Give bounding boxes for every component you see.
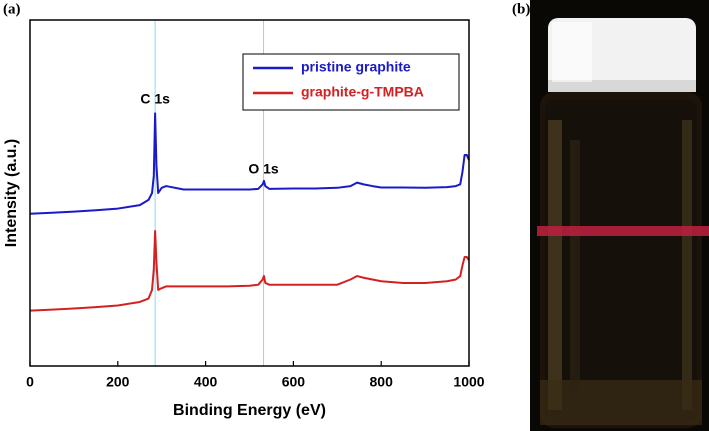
photo [530, 0, 709, 431]
plot-frame [29, 19, 470, 367]
plot: C 1s O 1s 0 200 400 600 800 1000 Binding Energy … [3, 19, 485, 419]
x-tick-label: 200 [106, 374, 130, 390]
series-line [29, 230, 470, 312]
x-tick-label: 400 [194, 374, 218, 390]
x-tick-label: 600 [282, 374, 306, 390]
annotation: C 1s [140, 91, 170, 107]
legend-label: graphite-g-TMPBA [301, 84, 424, 100]
panel-label: (a) [3, 1, 21, 17]
x-axis-label: Binding Energy (eV) [173, 402, 326, 419]
x-tick-label: 1000 [453, 374, 484, 390]
x-tick-label: 800 [370, 374, 394, 390]
legend-box [242, 53, 460, 111]
annotation: O 1s [248, 161, 279, 177]
y-axis-label: Intensity (a.u.) [3, 139, 20, 247]
legend-label: pristine graphite [301, 59, 411, 75]
series-line [29, 112, 470, 215]
x-tick-label: 0 [26, 374, 34, 390]
panel-label: (b) [512, 1, 530, 17]
